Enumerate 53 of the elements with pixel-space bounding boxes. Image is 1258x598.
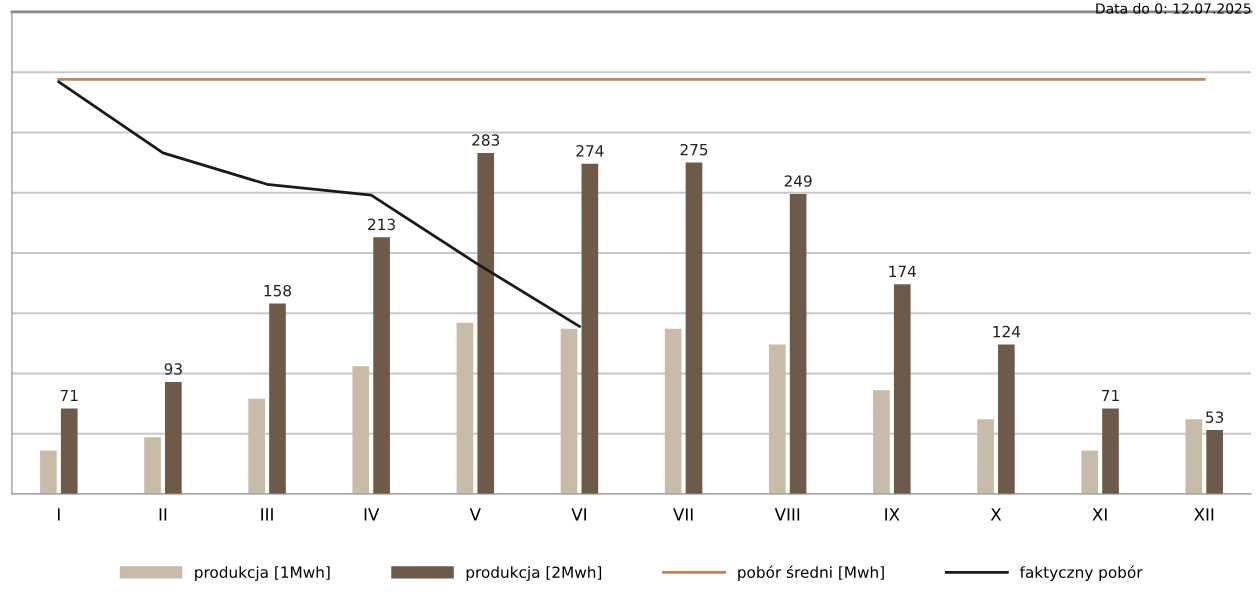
bar [685, 162, 703, 494]
bar [269, 303, 286, 494]
bar [144, 437, 161, 494]
bar [60, 408, 78, 494]
data-label: 213 [368, 218, 395, 231]
data-label: 274 [576, 145, 604, 157]
data-label: 93 [164, 363, 182, 375]
bar [248, 398, 265, 494]
data-label: 249 [784, 175, 812, 187]
bar [893, 284, 911, 494]
x-tick-label: V [469, 508, 481, 521]
bar [873, 390, 890, 494]
bar [998, 344, 1015, 494]
data-label: 283 [472, 134, 500, 146]
legend-label: pobór średni [Mwh] [738, 565, 884, 581]
bar [477, 152, 495, 494]
data-label: 275 [680, 143, 708, 156]
legend-label: produkcja [1Mwh] [195, 566, 330, 581]
annotation: Data do 0: 12.07.2025 [1096, 2, 1251, 14]
data-label: 124 [993, 325, 1021, 338]
bar [789, 193, 807, 494]
x-tick-label: II [159, 508, 167, 521]
x-tick-label: VII [673, 508, 693, 521]
data-label: 71 [1102, 389, 1119, 402]
bar [1102, 408, 1119, 494]
data-label: 174 [889, 265, 916, 277]
bar [560, 328, 578, 494]
x-tick-label: XII [1194, 508, 1214, 521]
data-label: 53 [1206, 411, 1224, 423]
bar [1185, 419, 1203, 494]
data-label: 71 [60, 389, 78, 402]
bar [664, 328, 682, 494]
bar [1206, 430, 1223, 494]
x-tick-label: VIII [774, 508, 800, 521]
data-label: 158 [264, 284, 292, 297]
bar [373, 237, 390, 494]
bar [768, 344, 786, 494]
x-tick-label: IX [885, 508, 900, 521]
x-tick-label: XI [1092, 508, 1107, 521]
bar [456, 322, 474, 494]
bar [977, 419, 994, 494]
legend-label: faktyczny pobór [1019, 565, 1143, 581]
x-tick-label: VI [571, 508, 586, 521]
bar [352, 366, 370, 494]
x-tick-label: IV [364, 508, 380, 521]
bar [40, 450, 57, 494]
x-tick-label: III [261, 508, 273, 521]
legend-label: produkcja [2Mwh] [466, 566, 602, 581]
x-tick-label: X [990, 508, 1002, 521]
bar [165, 381, 182, 494]
bar [1081, 450, 1099, 494]
x-tick-label: I [57, 508, 60, 521]
bar [581, 163, 599, 494]
